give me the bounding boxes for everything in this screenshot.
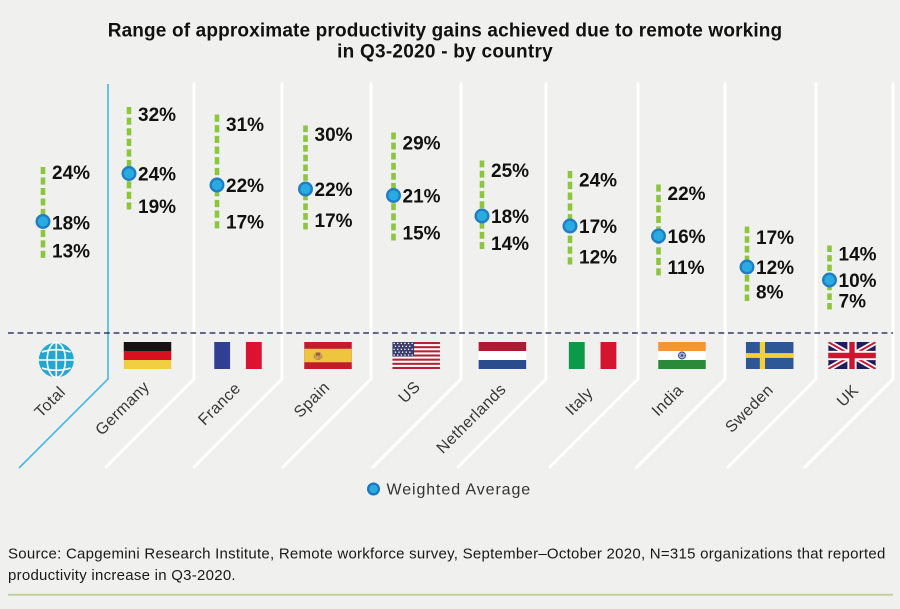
svg-text:31%: 31% (226, 115, 264, 136)
svg-text:10%: 10% (839, 271, 877, 292)
svg-text:8%: 8% (756, 282, 784, 303)
svg-text:16%: 16% (668, 227, 706, 248)
svg-text:14%: 14% (839, 244, 877, 265)
svg-text:32%: 32% (138, 105, 176, 126)
svg-text:7%: 7% (839, 291, 867, 312)
svg-text:17%: 17% (756, 228, 794, 249)
svg-text:13%: 13% (52, 241, 90, 262)
svg-text:12%: 12% (579, 247, 617, 268)
svg-text:29%: 29% (403, 133, 441, 154)
svg-text:24%: 24% (52, 163, 90, 184)
svg-text:19%: 19% (138, 197, 176, 218)
svg-text:22%: 22% (668, 184, 706, 205)
svg-text:15%: 15% (403, 223, 441, 244)
svg-text:Range of approximate productiv: Range of approximate productivity gains … (108, 21, 783, 42)
svg-text:25%: 25% (491, 161, 529, 182)
svg-text:17%: 17% (579, 217, 617, 238)
svg-text:14%: 14% (491, 234, 529, 255)
svg-text:24%: 24% (579, 170, 617, 191)
svg-text:17%: 17% (226, 212, 264, 233)
svg-text:22%: 22% (315, 180, 353, 201)
svg-text:11%: 11% (668, 258, 705, 279)
svg-text:30%: 30% (315, 125, 353, 146)
svg-text:18%: 18% (491, 207, 529, 228)
svg-text:21%: 21% (403, 186, 441, 207)
svg-text:12%: 12% (756, 258, 794, 279)
svg-text:Weighted Average: Weighted Average (387, 482, 532, 499)
svg-text:24%: 24% (138, 164, 176, 185)
svg-text:productivity increase in Q3-20: productivity increase in Q3-2020. (8, 567, 236, 584)
svg-text:17%: 17% (315, 211, 353, 232)
svg-text:in Q3-2020 - by country: in Q3-2020 - by country (337, 42, 553, 63)
svg-text:Source: Capgemini Research Ins: Source: Capgemini Research Institute, Re… (8, 546, 886, 563)
svg-text:22%: 22% (226, 176, 264, 197)
svg-text:18%: 18% (52, 213, 90, 234)
